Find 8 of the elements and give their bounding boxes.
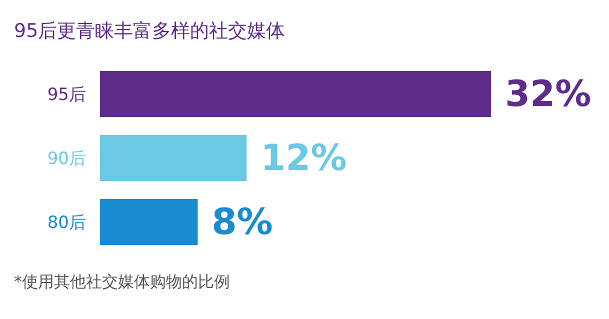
text: *使用其他社交媒体购物的比例: [13, 271, 231, 293]
data-label: 32%: [505, 74, 592, 115]
data-label: 8%: [212, 202, 273, 243]
chart-title: 95后更青睐丰富多样的社交媒体: [13, 19, 286, 44]
y-tick-label: 95后: [47, 85, 86, 105]
y-tick-label: 90后: [47, 149, 86, 169]
y-tick-label: 80后: [47, 213, 86, 233]
data-label: 12%: [260, 138, 347, 179]
